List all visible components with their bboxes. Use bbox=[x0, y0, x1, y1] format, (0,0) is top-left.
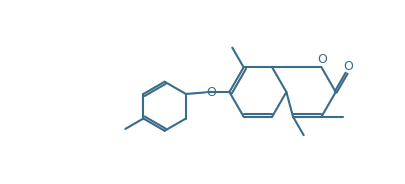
Text: O: O bbox=[344, 60, 354, 72]
Text: O: O bbox=[207, 86, 217, 98]
Text: O: O bbox=[318, 53, 327, 66]
